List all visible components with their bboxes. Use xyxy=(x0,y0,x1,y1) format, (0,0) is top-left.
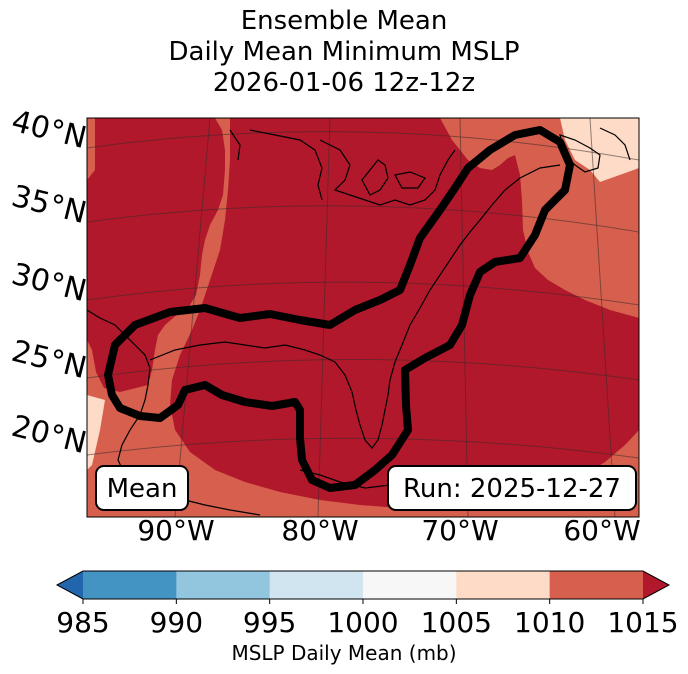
colorbar-tick-label: 1010 xyxy=(514,606,586,639)
title-line-3: 2026-01-06 12z-12z xyxy=(212,68,476,98)
plot-title: Ensemble Mean Daily Mean Minimum MSLP 20… xyxy=(0,6,688,99)
colorbar-tick-label: 1015 xyxy=(607,606,679,639)
pressure-field-1005-west xyxy=(87,395,105,470)
colorbar-title: MSLP Daily Mean (mb) xyxy=(231,641,457,665)
run-box: Run: 2025-12-27 xyxy=(387,465,637,511)
mslp-contour xyxy=(104,126,574,492)
lon-label-70w: 70°W xyxy=(421,514,498,547)
colorbar-extend-high xyxy=(643,571,669,599)
colorbar-tick-label: 985 xyxy=(56,606,110,639)
lon-labels: 90°W 80°W 70°W 60°W xyxy=(137,514,640,547)
title-line-1: Ensemble Mean xyxy=(240,6,448,36)
map-area: Mean Run: 2025-12-27 xyxy=(87,118,639,517)
mean-box: Mean xyxy=(95,465,189,511)
colorbar-tick-label: 995 xyxy=(242,606,297,639)
colorbar xyxy=(55,570,671,604)
lat-label-35: 35°N xyxy=(8,179,90,231)
colorbar-bin-985-990 xyxy=(83,571,177,599)
colorbar-bin-1010-1015 xyxy=(549,571,644,599)
lat-label-25: 25°N xyxy=(8,334,90,386)
colorbar-tick-label: 990 xyxy=(149,606,204,639)
pressure-field-1015 xyxy=(87,118,639,508)
run-label: Run: 2025-12-27 xyxy=(403,474,621,504)
colorbar-bin-990-995 xyxy=(176,571,271,599)
lon-label-60w: 60°W xyxy=(563,514,640,547)
colorbar-bin-1000-1005 xyxy=(363,571,457,599)
title-line-2: Daily Mean Minimum MSLP xyxy=(168,37,520,67)
lat-label-40: 40°N xyxy=(8,104,90,156)
pressure-field-1005-east xyxy=(560,118,639,182)
colorbar-tick-label: 1000 xyxy=(327,606,399,639)
mean-label: Mean xyxy=(107,474,178,504)
map-frame xyxy=(86,117,640,518)
lat-label-20: 20°N xyxy=(8,409,90,461)
colorbar-extend-low xyxy=(57,571,83,599)
colorbar-bin-1005-1010 xyxy=(456,571,551,599)
lon-label-90w: 90°W xyxy=(137,514,214,547)
colorbar-bin-995-1000 xyxy=(269,571,364,599)
lon-label-80w: 80°W xyxy=(281,514,358,547)
colorbar-tick-label: 1005 xyxy=(420,606,492,639)
lat-labels: 40°N 35°N 30°N 25°N 20°N xyxy=(8,104,90,461)
lat-label-30: 30°N xyxy=(8,257,90,309)
